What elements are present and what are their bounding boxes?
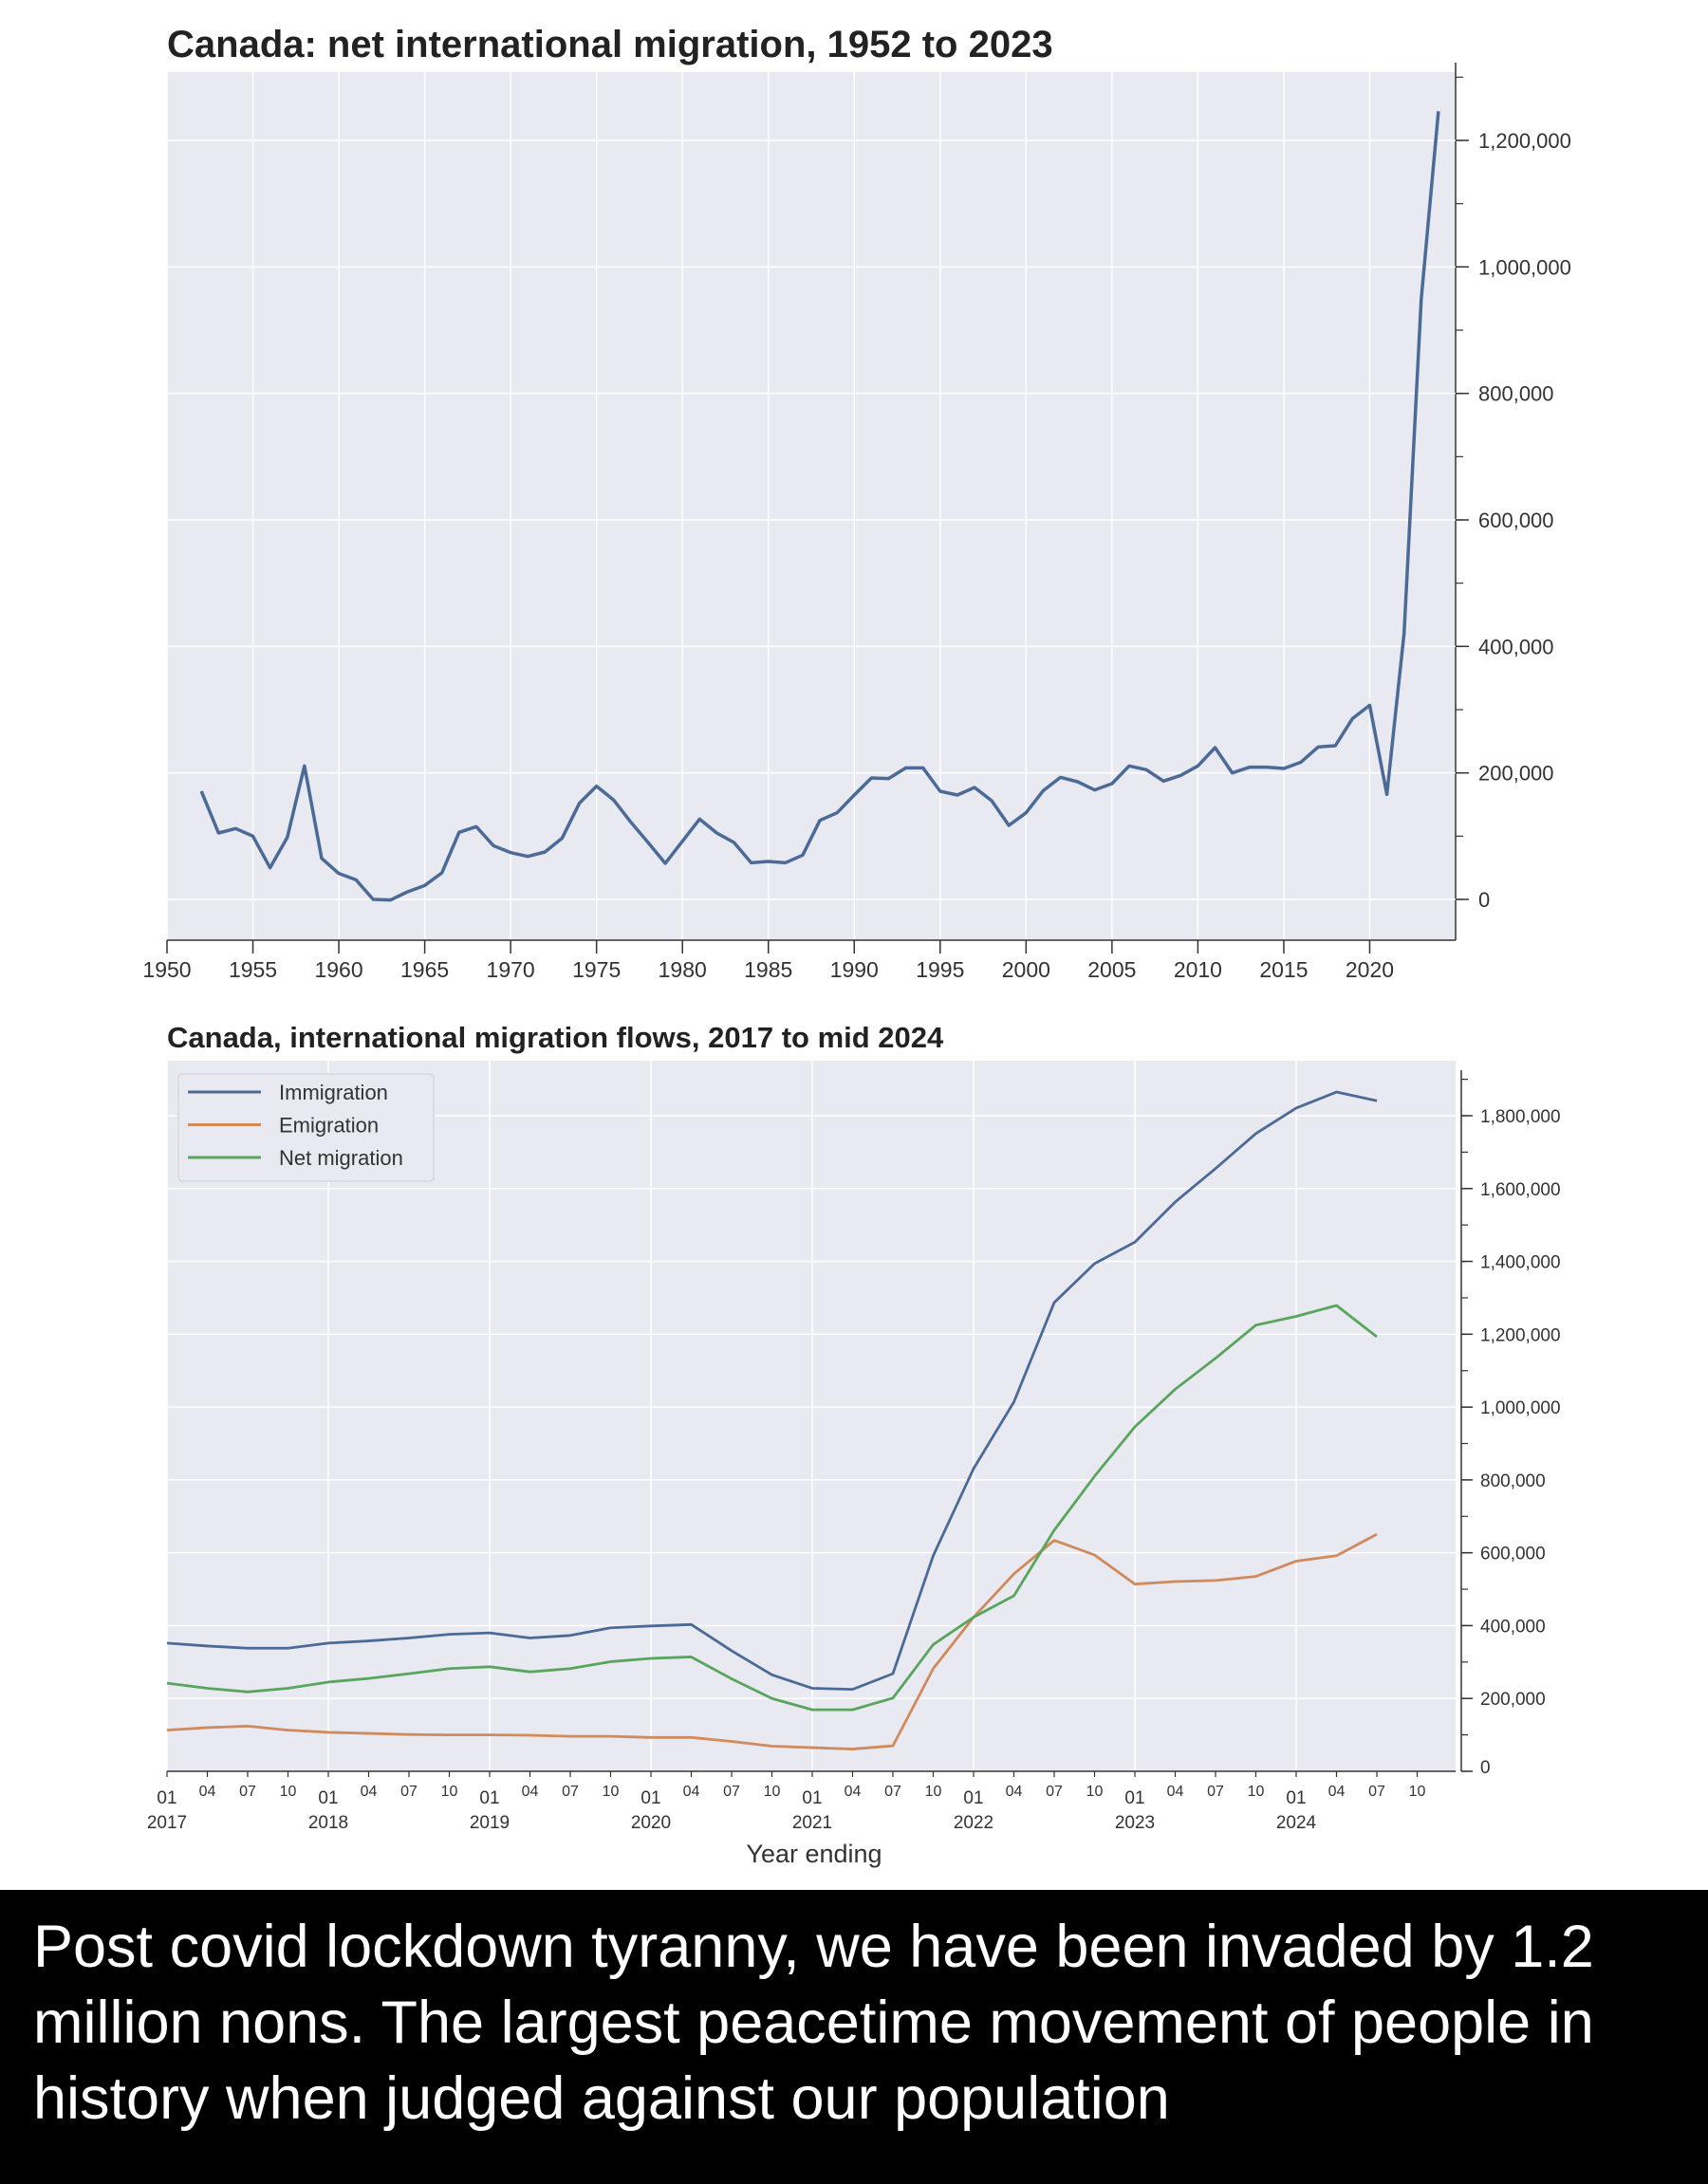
chart1-x-tick-label: 1965 <box>400 957 449 982</box>
chart2-x-month-label: 04 <box>199 1784 216 1800</box>
chart2-x-month-label: 01 <box>157 1788 176 1808</box>
chart2-x-month-label: 01 <box>640 1788 660 1808</box>
chart2-x-year-label: 2024 <box>1276 1813 1317 1833</box>
chart1-x-tick-label: 1980 <box>659 957 707 982</box>
chart2-x-month-label: 10 <box>280 1784 297 1800</box>
chart2-x-month-label: 10 <box>1409 1784 1426 1800</box>
chart2-y-tick-label: 0 <box>1480 1758 1491 1778</box>
chart2-title: Canada, international migration flows, 2… <box>167 1021 944 1054</box>
chart2-x-year-label: 2018 <box>308 1813 348 1833</box>
chart2-x-month-label: 07 <box>562 1784 579 1800</box>
chart2-x-month-label: 07 <box>400 1784 418 1800</box>
chart2: 0 200,000 400,000 600,000 800,000 1,000,000 1,… <box>147 1061 1561 1833</box>
chart1-x-tick-label: 2020 <box>1346 957 1394 982</box>
chart2-x-month-label: 01 <box>479 1788 499 1808</box>
legend-box <box>177 1073 435 1182</box>
chart2-x-month-label: 04 <box>361 1784 378 1800</box>
chart2-x-month-label: 04 <box>1167 1784 1184 1800</box>
chart2-y-tick-label: 1,000,000 <box>1480 1398 1561 1418</box>
chart1-x-tick-label: 2005 <box>1087 957 1136 982</box>
chart2-x-month-label: 10 <box>1248 1784 1265 1800</box>
charts-figure: Canada: net international migration, 195… <box>142 24 1571 1868</box>
chart2-x-year-label: 2022 <box>954 1813 993 1833</box>
chart2-y-tick-label: 400,000 <box>1480 1617 1546 1637</box>
chart2-x-month-label: 01 <box>1124 1788 1144 1808</box>
chart2-x-year-label: 2023 <box>1115 1813 1155 1833</box>
chart2-x-month-label: 10 <box>1086 1784 1104 1800</box>
chart2-x-month-label: 01 <box>1286 1788 1306 1808</box>
chart2-x-month-label: 07 <box>1046 1784 1063 1800</box>
chart1-x-tick-label: 1975 <box>572 957 621 982</box>
chart2-x-month-label: 04 <box>1006 1784 1023 1800</box>
chart1-x-tick-label: 1970 <box>487 957 535 982</box>
chart2-x-month-label: 01 <box>802 1788 822 1808</box>
chart2-x-month-label: 04 <box>522 1784 539 1800</box>
chart1-x-tick-label: 1985 <box>744 957 792 982</box>
chart2-y-tick-label: 1,600,000 <box>1480 1180 1561 1200</box>
chart1-y-tick-label: 1,200,000 <box>1478 129 1571 153</box>
legend-label: Immigration <box>279 1081 388 1104</box>
post-caption: Post covid lockdown tyranny, we have bee… <box>0 1890 1708 2184</box>
chart1-y-tick-label: 800,000 <box>1478 382 1554 406</box>
chart1-title: Canada: net international migration, 195… <box>167 24 1053 65</box>
chart2-y-tick-label: 1,400,000 <box>1480 1253 1561 1273</box>
chart2-x-month-label: 07 <box>884 1784 901 1800</box>
chart2-x-month-label: 04 <box>683 1784 700 1800</box>
chart2-x-month-label: 07 <box>239 1784 256 1800</box>
chart1: 1950 1955 1960 1965 1970 1975 1980 1985 1990 1995… <box>142 63 1571 982</box>
chart1-x-tick-label: 2010 <box>1174 957 1222 982</box>
chart2-legend: Immigration Emigration Net migration <box>177 1073 435 1182</box>
chart1-x-tick-label: 1960 <box>314 957 362 982</box>
chart2-x-month-label: 10 <box>764 1784 781 1800</box>
chart1-y-tick-label: 0 <box>1478 888 1490 912</box>
chart2-y-tick-label: 200,000 <box>1480 1690 1546 1710</box>
chart1-plot-area <box>167 72 1456 940</box>
chart2-y-tick-label: 1,200,000 <box>1480 1325 1561 1345</box>
chart2-x-year-label: 2021 <box>792 1813 832 1833</box>
chart1-x-tick-label: 1950 <box>142 957 191 982</box>
chart1-y-tick-label: 200,000 <box>1478 762 1554 786</box>
caption-text: Post covid lockdown tyranny, we have bee… <box>33 1914 1594 2132</box>
chart2-x-month-label: 10 <box>603 1784 620 1800</box>
chart2-x-year-label: 2019 <box>470 1813 510 1833</box>
chart1-x-tick-label: 2015 <box>1259 957 1308 982</box>
legend-label: Net migration <box>279 1146 403 1170</box>
chart1-x-tick-label: 2000 <box>1002 957 1050 982</box>
chart1-x-tick-label: 1990 <box>830 957 879 982</box>
legend-label: Emigration <box>279 1114 379 1138</box>
chart2-x-month-label: 07 <box>1368 1784 1385 1800</box>
chart2-x-month-label: 01 <box>963 1788 983 1808</box>
chart2-x-year-label: 2020 <box>631 1813 671 1833</box>
chart2-y-tick-label: 1,800,000 <box>1480 1107 1561 1127</box>
chart1-y-tick-label: 600,000 <box>1478 509 1554 532</box>
chart1-y-tick-label: 400,000 <box>1478 635 1554 658</box>
chart1-x-tick-label: 1995 <box>916 957 964 982</box>
chart2-x-month-label: 07 <box>1207 1784 1224 1800</box>
chart2-x-month-label: 07 <box>723 1784 740 1800</box>
chart1-y-tick-label: 1,000,000 <box>1478 255 1571 279</box>
chart2-x-month-label: 04 <box>1328 1784 1346 1800</box>
chart2-x-month-label: 10 <box>441 1784 458 1800</box>
chart2-y-tick-label: 600,000 <box>1480 1545 1546 1564</box>
chart2-y-tick-label: 800,000 <box>1480 1471 1546 1491</box>
chart2-x-month-label: 04 <box>845 1784 862 1800</box>
chart2-x-axis-label: Year ending <box>746 1840 882 1868</box>
chart2-x-month-label: 10 <box>925 1784 942 1800</box>
chart2-x-month-label: 01 <box>318 1788 338 1808</box>
chart1-x-tick-label: 1955 <box>229 957 277 982</box>
chart2-x-year-label: 2017 <box>147 1813 187 1833</box>
